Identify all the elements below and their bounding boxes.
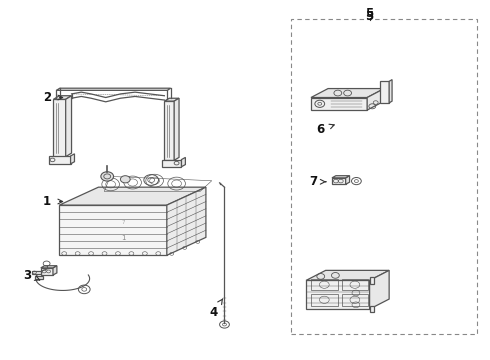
Bar (292, 19, 477, 334)
Polygon shape (53, 96, 72, 99)
Text: 7: 7 (122, 220, 125, 225)
Polygon shape (380, 81, 389, 103)
Polygon shape (174, 98, 179, 160)
Text: 1: 1 (43, 195, 63, 208)
Polygon shape (164, 101, 174, 160)
Polygon shape (35, 276, 43, 279)
Polygon shape (369, 306, 374, 312)
Polygon shape (167, 187, 206, 255)
Polygon shape (306, 270, 389, 280)
Polygon shape (369, 277, 374, 284)
Polygon shape (56, 88, 171, 90)
Polygon shape (332, 178, 345, 184)
Circle shape (121, 176, 130, 183)
Text: 5: 5 (366, 10, 374, 23)
Polygon shape (66, 96, 72, 157)
Polygon shape (41, 266, 57, 268)
Text: 3: 3 (24, 269, 40, 282)
Polygon shape (181, 157, 185, 167)
Polygon shape (53, 266, 57, 275)
Polygon shape (59, 187, 206, 205)
Circle shape (101, 172, 114, 181)
Text: 7: 7 (309, 175, 326, 188)
Polygon shape (164, 98, 179, 101)
Text: 2: 2 (43, 91, 63, 104)
Text: 4: 4 (209, 299, 223, 319)
Polygon shape (162, 159, 181, 167)
Polygon shape (367, 89, 384, 110)
Polygon shape (59, 205, 167, 255)
Polygon shape (311, 98, 367, 110)
Text: 5: 5 (366, 8, 374, 21)
Polygon shape (332, 176, 349, 178)
Polygon shape (53, 99, 66, 157)
Polygon shape (389, 80, 392, 103)
Polygon shape (32, 271, 41, 274)
Polygon shape (311, 89, 384, 98)
Polygon shape (369, 270, 389, 309)
Polygon shape (306, 280, 369, 309)
Text: 1: 1 (122, 235, 126, 241)
Polygon shape (71, 154, 74, 164)
Polygon shape (345, 176, 349, 184)
Polygon shape (41, 268, 53, 275)
Polygon shape (49, 156, 71, 164)
Text: 6: 6 (317, 123, 334, 136)
